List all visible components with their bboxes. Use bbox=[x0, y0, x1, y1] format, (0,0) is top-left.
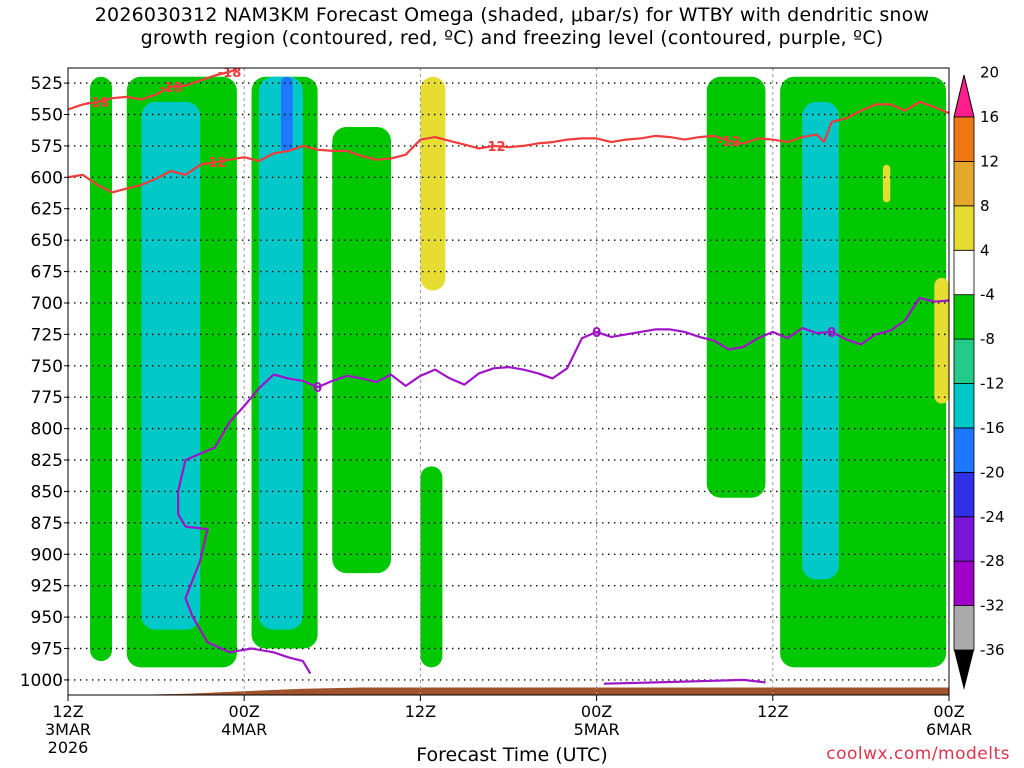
omega-region-12 bbox=[882, 164, 891, 203]
x-tick-sublabel: 3MAR bbox=[45, 720, 91, 739]
colorbar-label: -16 bbox=[980, 419, 1005, 437]
colorbar-swatch bbox=[953, 471, 975, 518]
contour-label: 0 bbox=[313, 381, 322, 396]
contour-label: -12 bbox=[482, 140, 506, 155]
y-tick-label: 725 bbox=[31, 325, 63, 345]
terrain-fill bbox=[68, 687, 949, 695]
contour-label: 0 bbox=[592, 326, 601, 341]
colorbar-label: 20 bbox=[980, 64, 999, 82]
contour-label: -18 bbox=[159, 81, 183, 96]
y-tick-label: 525 bbox=[31, 74, 63, 94]
x-axis-label: Forecast Time (UTC) bbox=[416, 744, 608, 766]
colorbar-swatch bbox=[953, 161, 975, 207]
chart-title: 2026030312 NAM3KM Forecast Omega (shaded… bbox=[0, 4, 1024, 50]
colorbar-label: -4 bbox=[980, 286, 995, 304]
colorbar-swatch bbox=[953, 294, 975, 340]
contour-label: -12 bbox=[203, 156, 227, 171]
y-tick-label: 550 bbox=[31, 105, 63, 125]
colorbar-label: -32 bbox=[980, 597, 1005, 615]
chart-title-line2: growth region (contoured, red, ºC) and f… bbox=[140, 27, 884, 49]
colorbar-label: 12 bbox=[980, 152, 999, 170]
contour-lines: -18 -18 -18 -12 -12 -12 0 0 0 bbox=[68, 66, 949, 685]
colorbar-swatch bbox=[953, 383, 975, 429]
omega-region-5 bbox=[280, 76, 293, 153]
colorbar-label: -8 bbox=[980, 330, 995, 348]
colorbar-label: -28 bbox=[980, 552, 1005, 570]
colorbar-swatch bbox=[953, 249, 975, 296]
contour-freezing-level bbox=[177, 296, 949, 528]
colorbar-label: 4 bbox=[980, 241, 990, 259]
omega-region-6 bbox=[332, 127, 392, 574]
y-tick-label: 975 bbox=[31, 640, 63, 660]
x-tick-label: 12Z bbox=[757, 702, 788, 721]
contour-freezing-level-sfc bbox=[603, 678, 766, 685]
grid bbox=[68, 68, 949, 695]
omega-region-7 bbox=[420, 466, 443, 668]
colorbar-label: 8 bbox=[980, 197, 990, 215]
y-tick-label: 575 bbox=[31, 137, 63, 157]
x-tick-label: 12Z bbox=[52, 702, 83, 721]
x-tick-sublabel: 5MAR bbox=[574, 720, 620, 739]
y-tick-label: 800 bbox=[31, 420, 63, 440]
colorbar-swatch bbox=[953, 427, 975, 473]
y-tick-label: 900 bbox=[31, 545, 63, 565]
contour-dgz-upper bbox=[68, 68, 238, 111]
y-tick-label: 950 bbox=[31, 608, 63, 628]
contour-freezing-level-low bbox=[184, 525, 312, 675]
colorbar-arrow-high bbox=[953, 74, 975, 118]
x-tick-sublabel2: 2026 bbox=[48, 738, 89, 757]
contour-label: -12 bbox=[717, 135, 741, 150]
omega-region-11 bbox=[802, 101, 839, 580]
plot-frame bbox=[67, 67, 950, 696]
omega-shading bbox=[90, 76, 949, 668]
omega-region-8 bbox=[420, 76, 446, 291]
omega-region-13 bbox=[934, 277, 949, 404]
y-tick-label: 625 bbox=[31, 200, 63, 220]
contour-label: -18 bbox=[86, 96, 110, 111]
credit-text: coolwx.com/modelts bbox=[826, 744, 1010, 764]
colorbar-swatch bbox=[953, 205, 975, 251]
colorbar-swatch bbox=[953, 560, 975, 606]
y-tick-label: 650 bbox=[31, 231, 63, 251]
omega-region-0 bbox=[90, 76, 113, 662]
y-tick-label: 875 bbox=[31, 514, 63, 534]
x-tick-label: 00Z bbox=[933, 702, 964, 721]
y-tick-label: 700 bbox=[31, 294, 63, 314]
y-axis-ticks: 525 550 575 600 625 650 675 700 725 750 775 800 825 8… bbox=[20, 74, 68, 691]
y-tick-label: 850 bbox=[31, 482, 63, 502]
colorbar-label: -24 bbox=[980, 508, 1005, 526]
x-tick-sublabel: 6MAR bbox=[926, 720, 972, 739]
x-tick-label: 00Z bbox=[229, 702, 260, 721]
chart-title-line1: 2026030312 NAM3KM Forecast Omega (shaded… bbox=[94, 4, 930, 26]
colorbar-swatch bbox=[953, 116, 975, 162]
omega-region-4 bbox=[258, 76, 303, 630]
colorbar-label: -20 bbox=[980, 463, 1005, 481]
x-tick-label: 00Z bbox=[581, 702, 612, 721]
y-tick-label: 600 bbox=[31, 168, 63, 188]
terrain-surface bbox=[68, 687, 949, 695]
colorbar-swatch bbox=[953, 605, 975, 651]
colorbar-label: 16 bbox=[980, 108, 999, 126]
y-tick-label: 925 bbox=[31, 577, 63, 597]
contour-dgz-upper-right bbox=[823, 100, 949, 143]
x-tick-label: 12Z bbox=[405, 702, 436, 721]
colorbar-swatch bbox=[953, 516, 975, 562]
y-tick-label: 750 bbox=[31, 357, 63, 377]
colorbar-arrow-low bbox=[954, 650, 974, 690]
y-tick-label: 1000 bbox=[20, 671, 63, 691]
contour-label: -18 bbox=[218, 66, 242, 81]
y-tick-label: 675 bbox=[31, 263, 63, 283]
colorbar-label: -36 bbox=[980, 641, 1005, 659]
y-tick-label: 825 bbox=[31, 451, 63, 471]
omega-region-9 bbox=[706, 76, 766, 498]
x-tick-sublabel: 4MAR bbox=[221, 720, 267, 739]
colorbar-label: -12 bbox=[980, 375, 1005, 393]
contour-label: 0 bbox=[827, 326, 836, 341]
colorbar: -36 -32 -28 -24 -20 -16 -12 -8 -4 4 8 12 16 20 bbox=[953, 64, 1005, 690]
y-tick-label: 775 bbox=[31, 388, 63, 408]
colorbar-swatch bbox=[953, 338, 975, 384]
contour-dgz-lower bbox=[68, 133, 825, 194]
